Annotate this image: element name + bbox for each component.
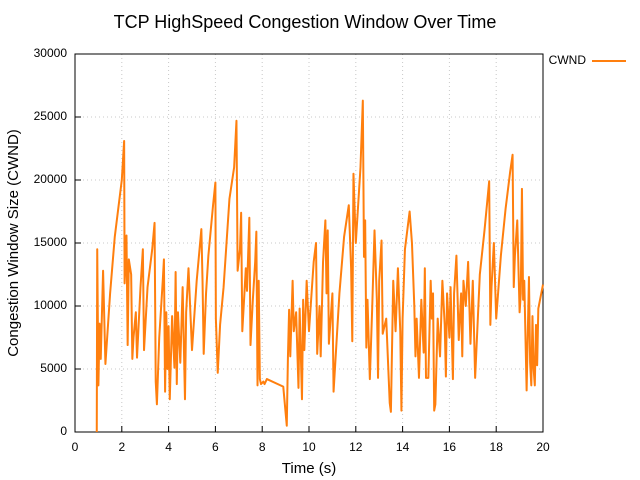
y-tick-label: 20000 [34, 172, 68, 186]
x-axis-label: Time (s) [282, 460, 336, 477]
x-tick-label: 4 [165, 440, 172, 454]
x-tick-label: 14 [396, 440, 410, 454]
x-tick-label: 0 [72, 440, 79, 454]
y-tick-label: 5000 [40, 361, 67, 375]
x-tick-label: 2 [118, 440, 125, 454]
data-line [95, 99, 544, 433]
y-tick-label: 0 [60, 424, 67, 438]
x-tick-label: 8 [259, 440, 266, 454]
chart-title: TCP HighSpeed Congestion Window Over Tim… [114, 12, 497, 32]
y-tick-label: 15000 [34, 235, 68, 249]
x-tick-label: 12 [349, 440, 363, 454]
y-axis-label: Congestion Window Size (CWND) [5, 129, 22, 357]
x-tick-label: 18 [490, 440, 504, 454]
x-tick-label: 10 [302, 440, 316, 454]
x-tick-label: 6 [212, 440, 219, 454]
x-tick-label: 16 [443, 440, 457, 454]
y-tick-label: 25000 [34, 109, 68, 123]
y-tick-label: 10000 [34, 298, 68, 312]
x-tick-label: 20 [536, 440, 550, 454]
plot-frame [74, 53, 544, 433]
legend-label: CWND [549, 53, 587, 67]
y-tick-label: 30000 [34, 46, 68, 60]
